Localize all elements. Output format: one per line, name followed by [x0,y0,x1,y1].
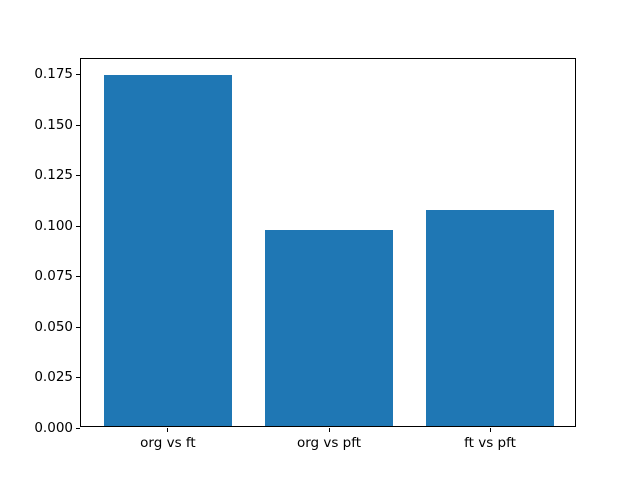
x-tick-mark [489,428,491,432]
y-tick-mark [76,175,80,177]
x-tick-mark [167,428,169,432]
y-tick-label: 0.025 [34,369,73,385]
bar-org-vs-pft [264,230,394,426]
y-tick-label: 0.175 [34,66,73,83]
y-tick-label: 0.075 [34,268,73,285]
plot-area: 0.000 0.025 0.050 0.075 0.100 0.125 0.150 0.175… [34,58,576,450]
x-tick-mark [328,428,330,432]
bar-org-vs-ft [103,74,233,426]
y-tick-mark [76,427,80,429]
y-tick-label: 0.000 [34,419,73,436]
y-tick-mark [76,276,80,278]
y-tick-mark [76,377,80,378]
x-tick-label: org vs ft [140,435,196,451]
y-tick-mark [76,124,80,126]
x-tick-label: org vs pft [296,435,362,451]
y-tick-label: 0.125 [34,167,73,184]
y-tick-mark [76,225,80,227]
bar-ft-vs-pft [425,209,555,426]
y-tick-mark [76,326,80,328]
y-tick-label: 0.150 [34,116,73,133]
y-tick-mark [76,74,80,76]
y-tick-label: 0.100 [34,217,73,234]
x-tick-label: ft vs pft [464,435,516,451]
y-tick-label: 0.050 [34,318,73,335]
